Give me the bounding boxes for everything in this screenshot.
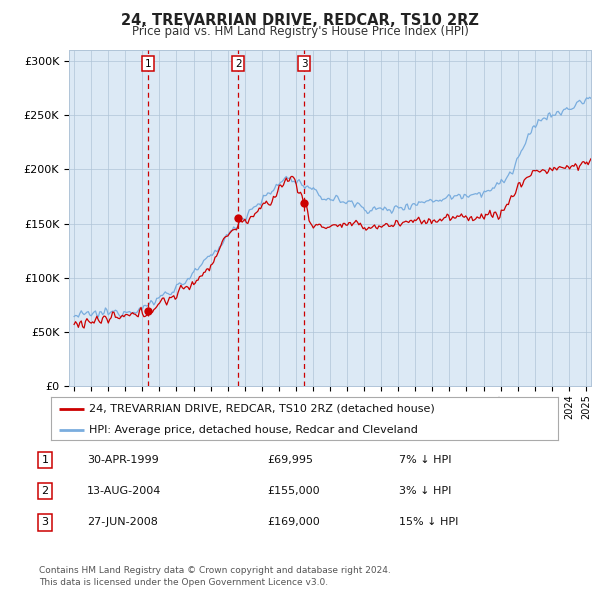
Text: 27-JUN-2008: 27-JUN-2008: [87, 517, 158, 527]
Text: Price paid vs. HM Land Registry's House Price Index (HPI): Price paid vs. HM Land Registry's House …: [131, 25, 469, 38]
Text: 7% ↓ HPI: 7% ↓ HPI: [399, 455, 452, 465]
Text: 2: 2: [235, 58, 242, 68]
Text: 1: 1: [41, 455, 49, 465]
Text: 3: 3: [41, 517, 49, 527]
Text: 24, TREVARRIAN DRIVE, REDCAR, TS10 2RZ (detached house): 24, TREVARRIAN DRIVE, REDCAR, TS10 2RZ (…: [89, 404, 435, 414]
Text: £155,000: £155,000: [267, 486, 320, 496]
Text: 15% ↓ HPI: 15% ↓ HPI: [399, 517, 458, 527]
Text: 1: 1: [145, 58, 151, 68]
Text: Contains HM Land Registry data © Crown copyright and database right 2024.
This d: Contains HM Land Registry data © Crown c…: [39, 566, 391, 587]
Text: 30-APR-1999: 30-APR-1999: [87, 455, 159, 465]
Text: 2: 2: [41, 486, 49, 496]
Text: 13-AUG-2004: 13-AUG-2004: [87, 486, 161, 496]
Text: 24, TREVARRIAN DRIVE, REDCAR, TS10 2RZ: 24, TREVARRIAN DRIVE, REDCAR, TS10 2RZ: [121, 13, 479, 28]
Text: 3% ↓ HPI: 3% ↓ HPI: [399, 486, 451, 496]
Text: £169,000: £169,000: [267, 517, 320, 527]
Text: HPI: Average price, detached house, Redcar and Cleveland: HPI: Average price, detached house, Redc…: [89, 425, 418, 435]
Text: 3: 3: [301, 58, 308, 68]
Text: £69,995: £69,995: [267, 455, 313, 465]
